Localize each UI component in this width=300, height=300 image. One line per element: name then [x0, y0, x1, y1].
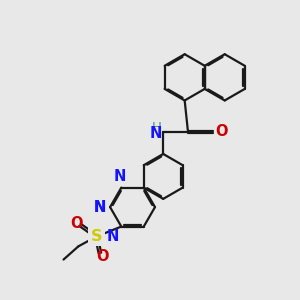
- Text: N: N: [94, 200, 106, 214]
- Text: H: H: [152, 122, 162, 134]
- Text: N: N: [113, 169, 126, 184]
- Text: N: N: [106, 229, 119, 244]
- Text: O: O: [215, 124, 228, 139]
- Text: O: O: [96, 249, 109, 264]
- Text: O: O: [70, 216, 83, 231]
- Text: N: N: [149, 126, 162, 141]
- Text: S: S: [91, 229, 102, 244]
- Text: N: N: [94, 200, 106, 214]
